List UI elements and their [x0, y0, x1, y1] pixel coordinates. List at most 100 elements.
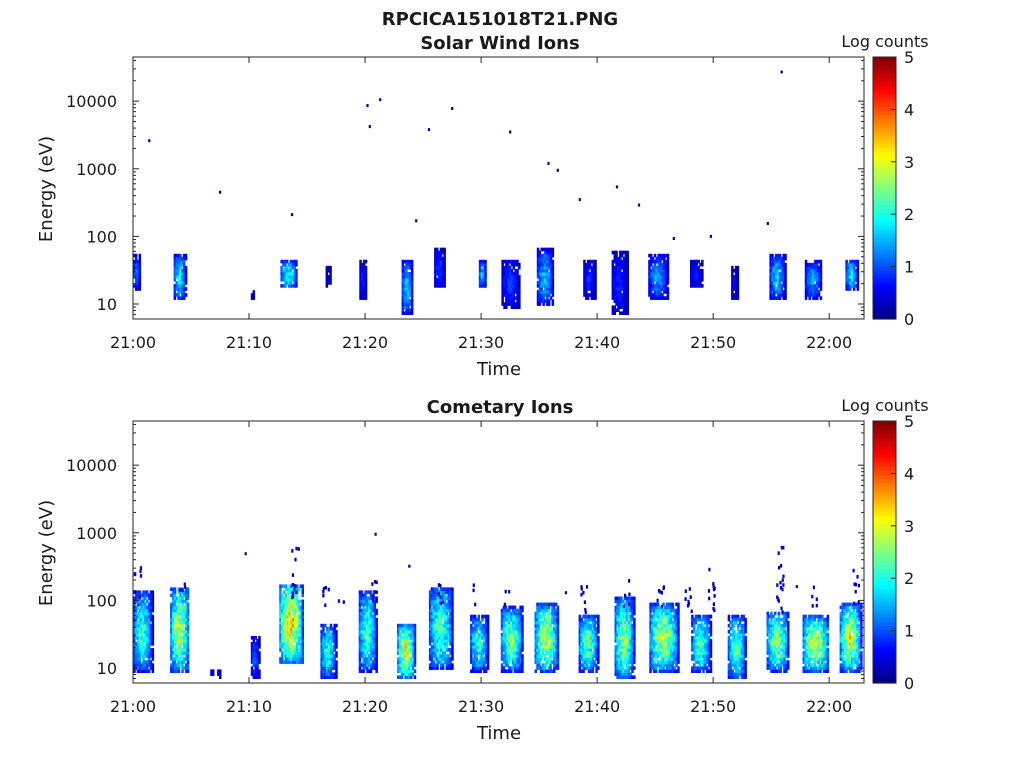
- heatmap-cell: [521, 648, 524, 652]
- heatmap-cell: [151, 663, 155, 667]
- heatmap-cell: [633, 642, 636, 646]
- heatmap-cell: [327, 636, 331, 640]
- heatmap-cell: [179, 605, 182, 610]
- heatmap-cell: [184, 281, 188, 285]
- axis-ticks: 21:00 21:10 21:20 21:30 21:40 21:50 22:0010100…: [66, 57, 864, 352]
- heatmap-cell: [134, 626, 138, 631]
- heatmap-cell: [593, 645, 596, 649]
- heatmap-cell: [258, 669, 261, 673]
- heatmap-cell: [551, 632, 554, 637]
- heatmap-cell: [294, 648, 297, 652]
- heatmap-cell: [182, 259, 186, 264]
- heatmap-cell: [401, 311, 405, 315]
- heatmap-cell: [140, 639, 143, 643]
- heatmap-cell: [404, 669, 407, 673]
- heatmap-cell: [368, 623, 371, 628]
- heatmap-cell: [439, 253, 443, 258]
- heatmap-cell: [734, 278, 738, 282]
- heatmap-cell: [289, 259, 293, 264]
- heatmap-cell: [136, 645, 140, 649]
- heatmap-cell: [179, 275, 182, 279]
- heatmap-cell: [501, 272, 504, 276]
- heatmap-cell: [736, 284, 740, 288]
- heatmap-cell: [138, 272, 142, 276]
- heatmap-cell: [547, 608, 550, 613]
- heatmap-cell: [436, 660, 439, 664]
- heatmap-cell: [371, 666, 375, 670]
- heatmap-cell: [849, 284, 852, 288]
- heatmap-cell: [477, 636, 480, 640]
- heatmap-cell: [658, 605, 662, 610]
- heatmap-cell: [290, 657, 293, 661]
- heatmap-cell: [806, 275, 810, 279]
- heatmap-cell: [250, 645, 254, 649]
- heatmap-cell: [519, 632, 522, 637]
- heatmap-cell: [439, 259, 443, 264]
- heatmap-cell: [301, 617, 304, 622]
- heatmap-cell: [649, 620, 652, 625]
- heatmap-cell: [134, 599, 138, 604]
- colorbar-segment: [873, 310, 896, 316]
- heatmap-cell: [517, 648, 520, 652]
- heatmap-cell: [436, 645, 439, 649]
- heatmap-cell: [615, 262, 618, 267]
- heatmap-cell: [179, 296, 182, 300]
- heatmap-cell: [362, 645, 365, 649]
- heatmap-cell: [591, 629, 595, 634]
- heatmap-cell: [625, 599, 629, 604]
- heatmap-cell: [402, 629, 405, 634]
- heatmap-cell: [400, 623, 404, 628]
- heatmap-cell: [538, 666, 541, 670]
- heatmap-cell: [288, 626, 291, 631]
- heatmap-cell: [256, 675, 259, 679]
- heatmap-cell: [653, 611, 656, 616]
- heatmap-cell: [666, 287, 670, 291]
- heatmap-cell: [172, 651, 175, 655]
- heatmap-cell: [620, 672, 623, 676]
- heatmap-cell: [663, 281, 666, 285]
- heatmap-cell: [629, 629, 632, 634]
- heatmap-cell: [620, 250, 624, 255]
- heatmap-cell: [182, 290, 186, 294]
- heatmap-cell: [540, 299, 543, 303]
- heatmap-cell: [297, 636, 301, 640]
- heatmap-cell: [475, 663, 479, 667]
- heatmap-cell: [649, 669, 652, 673]
- heatmap-cell: [614, 672, 617, 676]
- heatmap-cell: [284, 596, 288, 601]
- heatmap-cell: [400, 629, 404, 634]
- heatmap-cell: [784, 265, 787, 270]
- heatmap-cell: [295, 620, 299, 625]
- heatmap-cell: [430, 614, 434, 619]
- heatmap-cell: [587, 654, 591, 658]
- heatmap-cell: [451, 645, 454, 649]
- heatmap-cell: [326, 645, 329, 649]
- heatmap-cell: [138, 660, 142, 664]
- heatmap-cell: [408, 632, 411, 637]
- x-axis-label: Time: [476, 723, 521, 744]
- heatmap-cell: [553, 605, 556, 610]
- heatmap-cell: [484, 654, 488, 658]
- heatmap-cell: [182, 281, 186, 285]
- heatmap-cell: [627, 608, 630, 613]
- heatmap-cell: [541, 666, 545, 670]
- heatmap-cell: [669, 620, 673, 625]
- heatmap-cell: [407, 308, 410, 312]
- heatmap-cell: [543, 629, 547, 634]
- heatmap-cell: [616, 639, 619, 643]
- heatmap-cell: [594, 275, 597, 279]
- heatmap-cell: [546, 275, 549, 279]
- heatmap-cell: [540, 247, 543, 252]
- heatmap-cell: [515, 657, 519, 661]
- heatmap-cell: [177, 599, 181, 604]
- heatmap-cell: [134, 648, 138, 652]
- heatmap-cell: [183, 645, 186, 649]
- heatmap-cell: [436, 611, 439, 616]
- heatmap-cell: [173, 608, 177, 613]
- heatmap-cell: [551, 605, 554, 610]
- heatmap-cell: [147, 642, 151, 646]
- heatmap-cell: [438, 639, 441, 643]
- heatmap-cell: [358, 654, 362, 658]
- heatmap-cell: [136, 660, 140, 664]
- heatmap-cell: [397, 657, 400, 661]
